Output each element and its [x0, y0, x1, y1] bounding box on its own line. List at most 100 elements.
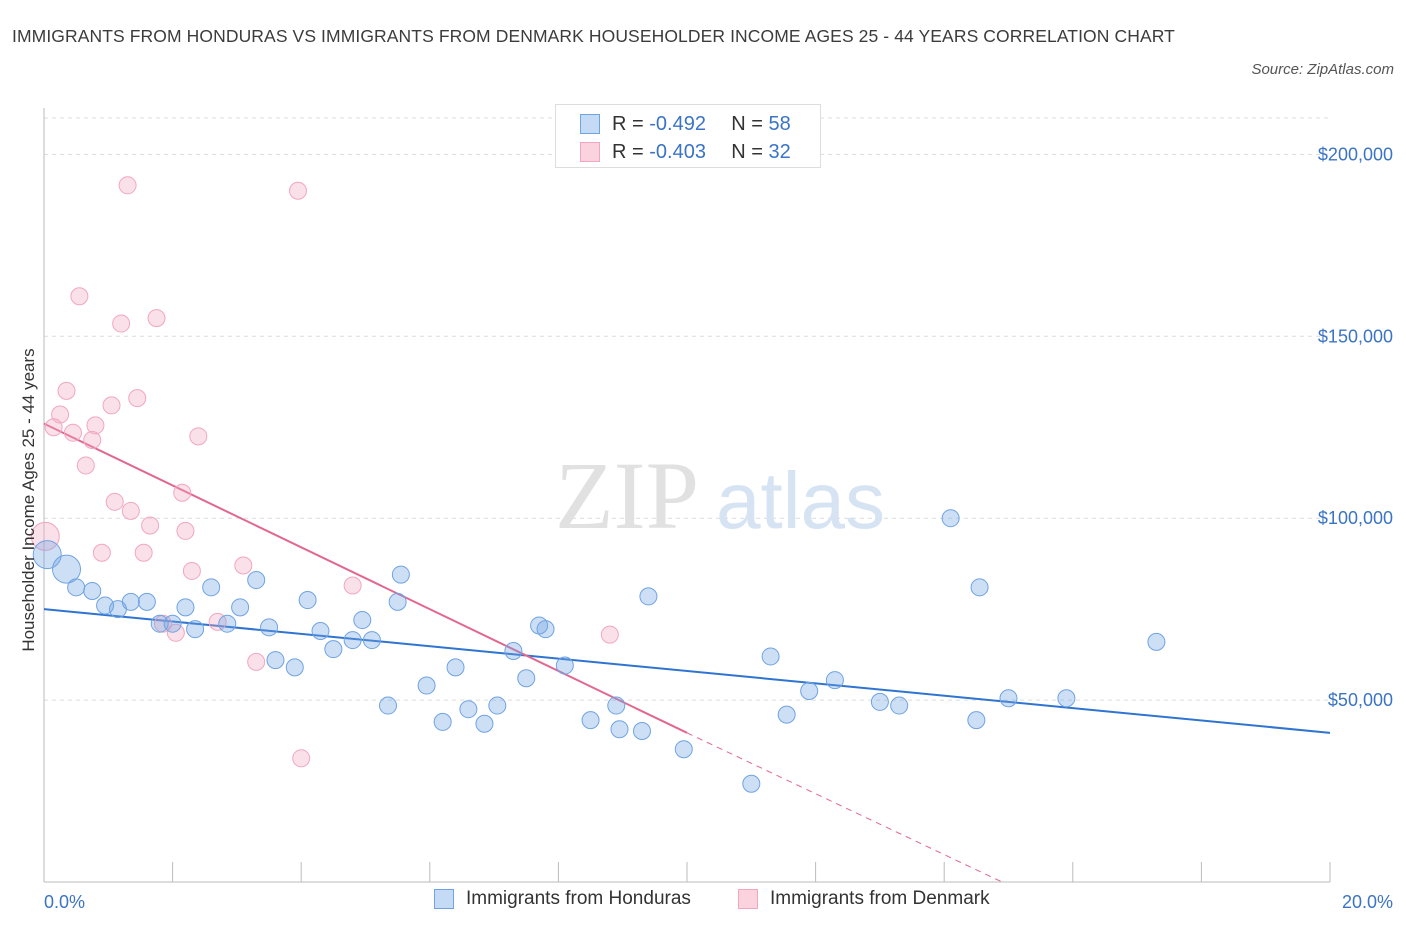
series-legend: Immigrants from Honduras Immigrants from…: [0, 888, 1406, 916]
honduras-point: [343, 631, 362, 650]
honduras-point: [417, 676, 436, 695]
denmark-point: [76, 456, 95, 475]
denmark-trendline-extension: [686, 732, 1003, 883]
honduras-point: [504, 641, 523, 660]
source-credit: Source: ZipAtlas.com: [1251, 61, 1394, 78]
x-tick-label: 0.0%: [44, 892, 85, 912]
honduras-point: [967, 711, 986, 730]
n-label: N =: [731, 112, 763, 135]
honduras-point: [555, 656, 574, 675]
honduras-point: [761, 647, 780, 666]
honduras-point: [800, 682, 819, 700]
honduras-point: [285, 658, 304, 677]
n-label: N =: [731, 140, 763, 163]
honduras-point: [1057, 689, 1076, 708]
honduras-point: [536, 620, 555, 639]
honduras-point: [83, 581, 102, 600]
honduras-point: [475, 714, 494, 733]
denmark-point: [83, 430, 102, 449]
axes: [43, 108, 1331, 883]
honduras-point: [121, 592, 140, 611]
n-value: 58: [768, 112, 791, 135]
denmark-point: [128, 389, 147, 408]
honduras-point: [674, 740, 693, 759]
y-tick-label: $50,000: [1328, 690, 1393, 710]
r-value: -0.403: [649, 140, 706, 163]
denmark-swatch: [738, 889, 758, 909]
legend-item-honduras: Immigrants from Honduras: [434, 888, 691, 910]
honduras-point: [825, 671, 844, 690]
honduras-point: [266, 651, 285, 670]
denmark-point: [121, 501, 140, 520]
denmark-point: [176, 521, 195, 540]
tick-labels: $50,000 $100,000 $150,000 $200,000 0.0% 20.0%: [44, 144, 1393, 912]
honduras-point: [260, 618, 279, 637]
honduras-point: [186, 620, 205, 639]
honduras-point: [202, 578, 221, 597]
denmark-point: [63, 423, 82, 442]
denmark-point: [70, 287, 89, 306]
denmark-point: [288, 181, 307, 200]
honduras-point: [632, 722, 651, 741]
honduras-point: [311, 621, 330, 640]
honduras-point: [218, 614, 237, 633]
honduras-point: [67, 578, 86, 597]
r-label: R =: [612, 140, 644, 163]
denmark-point: [51, 405, 70, 424]
honduras-point: [137, 592, 156, 611]
denmark-point: [292, 749, 311, 768]
data-points: [30, 176, 1166, 793]
denmark-point: [234, 556, 253, 575]
honduras-point: [446, 658, 465, 677]
honduras-point: [777, 705, 796, 724]
y-axis-label: Householder Income Ages 25 - 44 years: [19, 348, 38, 651]
honduras-point: [298, 591, 317, 610]
denmark-point: [147, 309, 166, 328]
honduras-point: [176, 598, 195, 617]
honduras-point: [581, 711, 600, 730]
denmark-point: [112, 314, 131, 333]
honduras-point: [388, 592, 407, 611]
denmark-point: [247, 652, 266, 671]
correlation-legend: R = -0.492 N = 58 R = -0.403 N = 32: [555, 104, 821, 168]
y-tick-label: $200,000: [1318, 144, 1393, 164]
chart-title: IMMIGRANTS FROM HONDURAS VS IMMIGRANTS F…: [12, 26, 1175, 46]
honduras-point: [607, 696, 626, 715]
honduras-trendline: [43, 608, 1331, 734]
honduras-point: [379, 696, 398, 715]
honduras-point: [970, 578, 989, 597]
honduras-swatch: [434, 889, 454, 909]
honduras-point: [488, 696, 507, 715]
honduras-point: [639, 587, 658, 606]
denmark-swatch: [580, 142, 600, 162]
watermark-zip: ZIP: [555, 442, 699, 549]
honduras-point: [247, 571, 266, 590]
denmark-point: [600, 625, 619, 644]
denmark-point: [102, 396, 121, 415]
denmark-point: [105, 492, 124, 511]
honduras-point: [742, 774, 761, 793]
honduras-point: [52, 554, 82, 584]
denmark-trendline: [43, 422, 688, 734]
denmark-point: [141, 516, 160, 535]
honduras-point: [610, 720, 629, 739]
denmark-point: [189, 427, 208, 446]
honduras-point: [163, 614, 182, 633]
honduras-point: [517, 669, 536, 688]
honduras-point: [941, 509, 960, 528]
watermark-atlas: atlas: [716, 456, 885, 545]
legend-label: Immigrants from Denmark: [770, 888, 990, 909]
denmark-point: [343, 576, 362, 595]
honduras-point: [231, 598, 250, 617]
denmark-point: [173, 483, 192, 502]
trendlines: [43, 422, 1331, 883]
honduras-point: [391, 565, 410, 584]
denmark-point: [134, 543, 153, 562]
r-label: R =: [612, 112, 644, 135]
y-tick-label: $100,000: [1318, 508, 1393, 528]
legend-row-honduras: R = -0.492 N = 58: [580, 111, 791, 137]
denmark-point: [182, 561, 201, 580]
x-tick-label: 20.0%: [1342, 892, 1393, 912]
honduras-point: [999, 689, 1018, 708]
